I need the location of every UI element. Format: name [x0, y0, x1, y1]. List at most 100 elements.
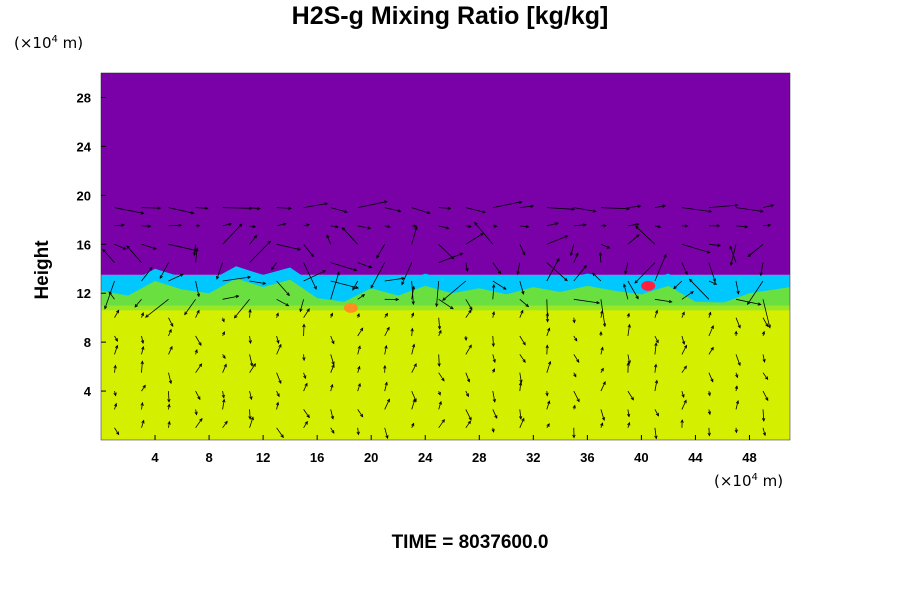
vector-arrowhead [468, 344, 472, 349]
x-tick-label: 12 [256, 450, 270, 465]
vector-arrow [357, 201, 388, 208]
vector-arrow [465, 299, 473, 310]
vector-arrowhead [326, 234, 330, 239]
vector-arrow [276, 207, 292, 209]
vector-arrow [342, 227, 358, 245]
vector-arrow [303, 244, 314, 257]
vector-arrow [330, 272, 340, 300]
vector-arrowhead [706, 250, 711, 254]
vector-arrow [654, 310, 658, 318]
vector-arrow [303, 383, 308, 392]
vector-arrowhead [114, 338, 118, 342]
vector-arrow [357, 262, 372, 268]
vector-arrowhead [596, 300, 601, 305]
vector-arrow [216, 262, 223, 280]
vector-arrowhead [355, 285, 359, 289]
vector-arrowhead [437, 391, 441, 396]
vector-arrow [401, 262, 413, 285]
vector-arrowhead [383, 200, 388, 204]
vector-arrow [276, 427, 284, 438]
vector-arrow [762, 354, 765, 362]
vector-arrow [465, 344, 472, 355]
vector-arrowhead [574, 337, 578, 342]
vector-arrowhead [576, 398, 580, 403]
hotspot-1 [343, 302, 358, 313]
vector-arrow [184, 299, 196, 315]
vector-arrow [519, 244, 526, 255]
x-tick-label: 20 [364, 450, 378, 465]
vector-arrow [114, 335, 118, 342]
vector-arrow [370, 262, 386, 289]
vector-arrow [654, 364, 657, 373]
vector-arrow [102, 249, 115, 263]
vector-arrowhead [159, 275, 163, 279]
y-unit-suffix: m) [57, 34, 84, 52]
vector-arrow [384, 345, 387, 355]
vector-arrowhead [120, 223, 125, 227]
vector-arrow [411, 280, 414, 305]
vector-arrow [352, 280, 359, 291]
vector-arrowhead [303, 375, 307, 380]
vector-arrow [438, 244, 454, 260]
vector-arrow [546, 345, 548, 355]
vector-arrow [249, 207, 261, 210]
vector-arrowhead [313, 285, 317, 290]
vector-arrow [411, 363, 417, 373]
vector-arrow [465, 309, 472, 318]
vector-arrowhead [464, 337, 468, 342]
vector-arrowhead [330, 383, 334, 388]
vector-arrow [384, 399, 390, 410]
vector-arrowhead [401, 281, 405, 286]
vector-arrow [195, 335, 202, 346]
vector-arrowhead [564, 277, 568, 282]
vector-arrowhead [623, 283, 627, 288]
vector-arrowhead [322, 270, 327, 274]
vector-arrow [438, 253, 463, 263]
vector-arrow [249, 354, 253, 366]
vector-arrow [411, 390, 417, 402]
vector-arrowhead [761, 417, 766, 422]
vector-arrowhead [115, 344, 119, 349]
vector-arrow [708, 427, 710, 436]
vector-arrow [114, 243, 126, 250]
vector-arrowhead [449, 306, 454, 310]
vector-arrowhead [115, 431, 120, 436]
vector-arrow [303, 409, 310, 418]
vector-arrow [654, 380, 658, 392]
vector-arrowhead [654, 379, 659, 384]
vector-arrowhead [600, 346, 604, 351]
vector-arrowhead [734, 330, 738, 335]
vector-arrow [411, 207, 431, 214]
vector-arrow [627, 390, 634, 401]
vector-arrow [222, 364, 227, 373]
vector-arrow [519, 382, 522, 392]
plot-frame [100, 72, 791, 441]
y-tick-label: 20 [77, 188, 91, 203]
vector-arrowhead [520, 309, 524, 314]
vector-arrowhead [474, 221, 478, 226]
vector-arrowhead [626, 361, 630, 366]
vector-arrow [384, 207, 401, 212]
vector-arrow [730, 244, 737, 266]
vector-arrowhead [654, 435, 658, 440]
vector-arrow [330, 207, 348, 213]
vector-arrowhead [353, 268, 358, 272]
x-tick-label: 4 [151, 450, 159, 465]
vector-arrow [357, 327, 364, 337]
vector-arrowhead [624, 270, 628, 275]
vector-arrowhead [734, 429, 738, 434]
vector-arrow [546, 299, 548, 322]
vector-arrow [438, 298, 454, 310]
vector-arrowhead [713, 281, 718, 285]
vector-arrowhead [401, 276, 406, 281]
vector-arrowhead [104, 305, 108, 310]
vector-arrowhead [737, 362, 741, 367]
vector-arrowhead [134, 303, 138, 308]
vector-arrow [357, 225, 371, 229]
vector-arrow [735, 317, 741, 328]
x-tick-label: 36 [580, 450, 594, 465]
vector-arrowhead [747, 253, 752, 258]
x-tick-label: 16 [310, 450, 324, 465]
vector-arrow [627, 354, 631, 364]
